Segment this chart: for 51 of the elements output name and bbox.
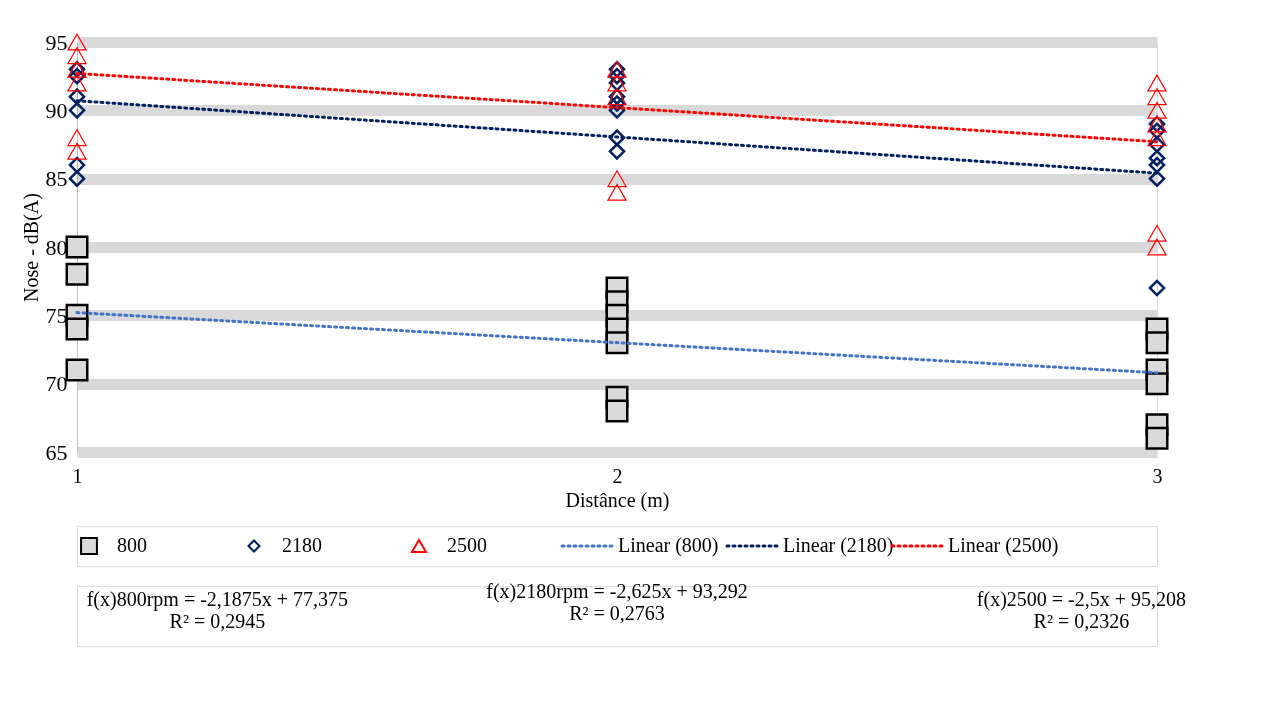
text: f(x)2180rpm = -2,625x + 93,292 R² = 0,2763	[486, 580, 748, 624]
point	[607, 183, 627, 201]
point	[1145, 426, 1169, 450]
x-tick-label: 1	[72, 464, 83, 487]
point	[68, 102, 86, 119]
point	[608, 129, 626, 146]
point	[67, 129, 87, 147]
point	[607, 170, 627, 188]
legend-label: Linear (2180)	[783, 534, 894, 557]
y-tick-label: 90	[45, 97, 68, 123]
point	[68, 170, 86, 187]
point	[605, 399, 629, 423]
y-tick-label: 70	[45, 371, 68, 397]
y-tick-label: 85	[45, 166, 68, 192]
legend-label: Linear (2500)	[948, 534, 1059, 557]
legend-label: 2500	[447, 534, 487, 556]
point	[1148, 279, 1166, 297]
y-axis-title: Nose - dB(A)	[19, 193, 43, 302]
x-tick-label: 2	[612, 464, 623, 487]
y-tick-label: 65	[45, 439, 68, 465]
point	[1148, 156, 1166, 174]
point	[65, 358, 89, 382]
point	[1147, 101, 1167, 119]
y-tick-label: 95	[45, 29, 68, 55]
y-tick-label: 80	[45, 234, 68, 260]
point	[1147, 238, 1167, 256]
point	[67, 74, 87, 92]
x-tick-label: 3	[1152, 464, 1163, 487]
point	[67, 47, 87, 65]
x-axis-title: Distânce (m)	[565, 488, 670, 512]
legend-label: Linear (800)	[618, 534, 719, 557]
legend-label: 800	[117, 534, 147, 556]
legend-label: 2180	[282, 534, 322, 556]
point	[67, 142, 87, 160]
point	[65, 235, 89, 259]
text: f(x)800rpm = -2,1875x + 77,375 R² = 0,2945	[86, 588, 349, 632]
point	[1145, 331, 1169, 355]
text: f(x)2500 = -2,5x + 95,208 R² = 0,2326	[976, 588, 1186, 632]
point	[608, 143, 626, 160]
point	[65, 317, 89, 341]
point	[1147, 129, 1167, 147]
point	[1147, 74, 1167, 92]
y-tick-label: 75	[45, 302, 68, 328]
point	[1147, 88, 1167, 106]
point	[67, 33, 87, 51]
point	[1148, 149, 1166, 167]
point	[68, 156, 86, 174]
point	[1147, 224, 1167, 242]
point	[1148, 170, 1166, 187]
point	[65, 262, 89, 286]
point	[1145, 372, 1169, 396]
